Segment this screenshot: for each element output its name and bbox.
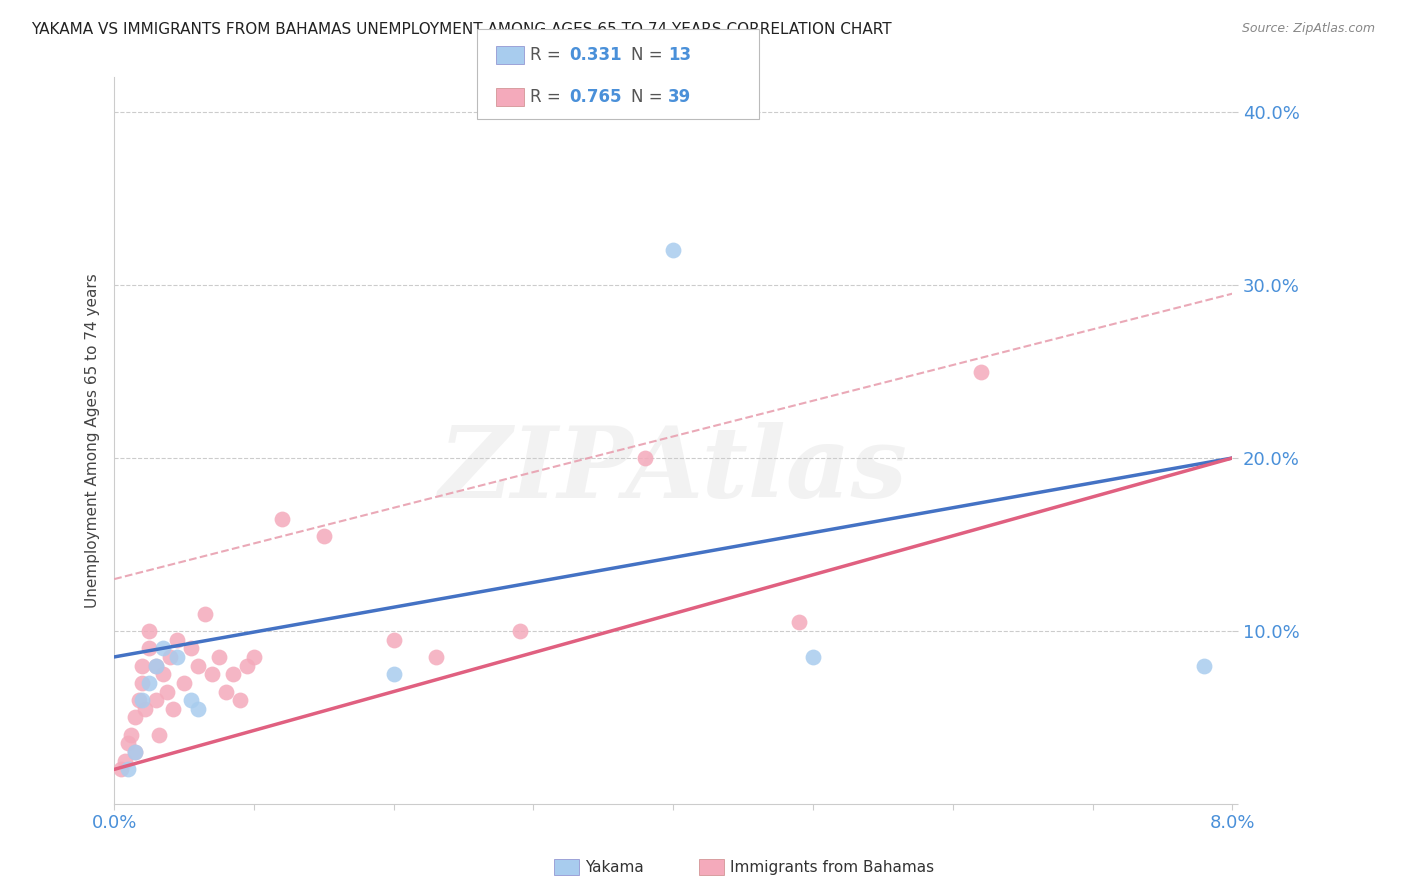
- Point: [236, 658, 259, 673]
- Point: [180, 641, 202, 656]
- Point: [312, 529, 335, 543]
- Point: [117, 763, 139, 777]
- Point: [120, 728, 142, 742]
- Point: [243, 649, 266, 664]
- Text: Yakama: Yakama: [585, 860, 644, 874]
- Point: [114, 754, 136, 768]
- Point: [382, 632, 405, 647]
- Point: [201, 667, 224, 681]
- Text: 0.331: 0.331: [569, 46, 621, 64]
- Point: [131, 658, 153, 673]
- Point: [187, 702, 209, 716]
- Point: [152, 641, 174, 656]
- Point: [128, 693, 150, 707]
- Text: Immigrants from Bahamas: Immigrants from Bahamas: [730, 860, 934, 874]
- Text: ZIPAtlas: ZIPAtlas: [439, 422, 908, 518]
- Text: R =: R =: [530, 46, 567, 64]
- Text: YAKAMA VS IMMIGRANTS FROM BAHAMAS UNEMPLOYMENT AMONG AGES 65 TO 74 YEARS CORRELA: YAKAMA VS IMMIGRANTS FROM BAHAMAS UNEMPL…: [31, 22, 891, 37]
- Point: [271, 511, 294, 525]
- Point: [159, 649, 181, 664]
- Point: [382, 667, 405, 681]
- Point: [138, 641, 160, 656]
- Point: [662, 244, 685, 258]
- Point: [124, 745, 146, 759]
- Point: [148, 728, 170, 742]
- Point: [970, 364, 993, 378]
- Point: [124, 710, 146, 724]
- Point: [801, 649, 824, 664]
- Point: [117, 736, 139, 750]
- Point: [187, 658, 209, 673]
- Text: 39: 39: [668, 88, 692, 106]
- Point: [166, 632, 188, 647]
- Point: [138, 676, 160, 690]
- Text: N =: N =: [631, 46, 668, 64]
- Point: [229, 693, 252, 707]
- Y-axis label: Unemployment Among Ages 65 to 74 years: Unemployment Among Ages 65 to 74 years: [86, 273, 100, 608]
- Point: [508, 624, 530, 638]
- Point: [215, 684, 238, 698]
- Point: [110, 763, 132, 777]
- Point: [124, 745, 146, 759]
- Text: Source: ZipAtlas.com: Source: ZipAtlas.com: [1241, 22, 1375, 36]
- Point: [634, 450, 657, 465]
- Point: [152, 667, 174, 681]
- Point: [138, 624, 160, 638]
- Point: [156, 684, 179, 698]
- Text: R =: R =: [530, 88, 567, 106]
- Point: [134, 702, 156, 716]
- Point: [194, 607, 217, 621]
- Point: [173, 676, 195, 690]
- Text: N =: N =: [631, 88, 668, 106]
- Text: 0.765: 0.765: [569, 88, 621, 106]
- Point: [787, 615, 810, 630]
- Point: [208, 649, 231, 664]
- Point: [162, 702, 184, 716]
- Point: [145, 658, 167, 673]
- Point: [180, 693, 202, 707]
- Point: [145, 658, 167, 673]
- Point: [131, 693, 153, 707]
- Point: [222, 667, 245, 681]
- Point: [145, 693, 167, 707]
- Point: [1194, 658, 1216, 673]
- Point: [131, 676, 153, 690]
- Point: [166, 649, 188, 664]
- Text: 13: 13: [668, 46, 690, 64]
- Point: [425, 649, 447, 664]
